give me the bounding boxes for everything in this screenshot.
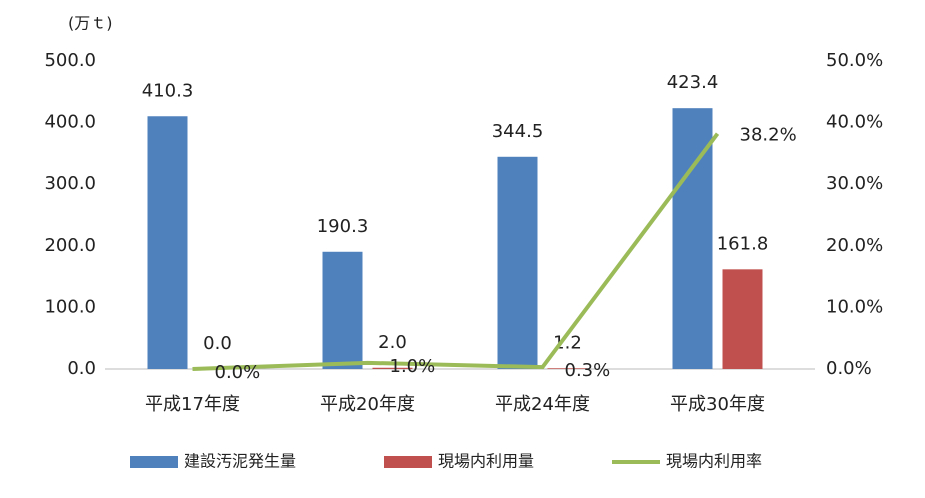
legend-swatch bbox=[384, 456, 432, 468]
bar bbox=[372, 367, 413, 369]
y-tick-label: 200.0 bbox=[44, 235, 96, 256]
bar-value-label: 423.4 bbox=[667, 72, 719, 93]
y-tick-label: 400.0 bbox=[44, 112, 96, 133]
bar-value-label: 190.3 bbox=[317, 216, 369, 237]
x-tick-label: 平成30年度 bbox=[670, 394, 765, 415]
y2-tick-label: 20.0% bbox=[826, 235, 883, 256]
bar-value-label: 1.2 bbox=[553, 332, 582, 353]
line-value-label: 0.0% bbox=[215, 362, 261, 383]
y2-tick-label: 10.0% bbox=[826, 296, 883, 317]
legend-label: 現場内利用率 bbox=[666, 452, 762, 471]
bar bbox=[147, 116, 188, 369]
x-tick-label: 平成24年度 bbox=[495, 394, 590, 415]
y-tick-label: 300.0 bbox=[44, 173, 96, 194]
bar bbox=[322, 251, 363, 369]
line-value-label: 38.2% bbox=[740, 125, 797, 146]
legend-label: 建設汚泥発生量 bbox=[184, 452, 296, 471]
bar-value-label: 0.0 bbox=[203, 333, 232, 354]
y2-tick-label: 40.0% bbox=[826, 112, 883, 133]
y2-tick-label: 0.0% bbox=[826, 358, 872, 379]
x-tick-label: 平成20年度 bbox=[320, 394, 415, 415]
line bbox=[192, 132, 720, 371]
y-tick-label: 100.0 bbox=[44, 296, 96, 317]
x-tick-label: 平成17年度 bbox=[145, 394, 240, 415]
y2-tick-label: 50.0% bbox=[826, 50, 883, 71]
bar-value-label: 161.8 bbox=[717, 233, 769, 254]
y-axis-label: (万ｔ) bbox=[68, 14, 113, 33]
y-tick-label: 500.0 bbox=[44, 50, 96, 71]
y2-tick-label: 30.0% bbox=[826, 173, 883, 194]
legend-swatch bbox=[130, 456, 178, 468]
bar-value-label: 410.3 bbox=[142, 80, 194, 101]
line-value-label: 0.3% bbox=[565, 360, 611, 381]
bar bbox=[497, 156, 538, 369]
bar bbox=[547, 368, 588, 369]
legend-label: 現場内利用量 bbox=[438, 452, 534, 471]
line-value-label: 1.0% bbox=[390, 356, 436, 377]
bar-value-label: 2.0 bbox=[378, 332, 407, 353]
bar-value-label: 344.5 bbox=[492, 121, 544, 142]
y-tick-label: 0.0 bbox=[67, 358, 96, 379]
bar bbox=[722, 269, 763, 369]
